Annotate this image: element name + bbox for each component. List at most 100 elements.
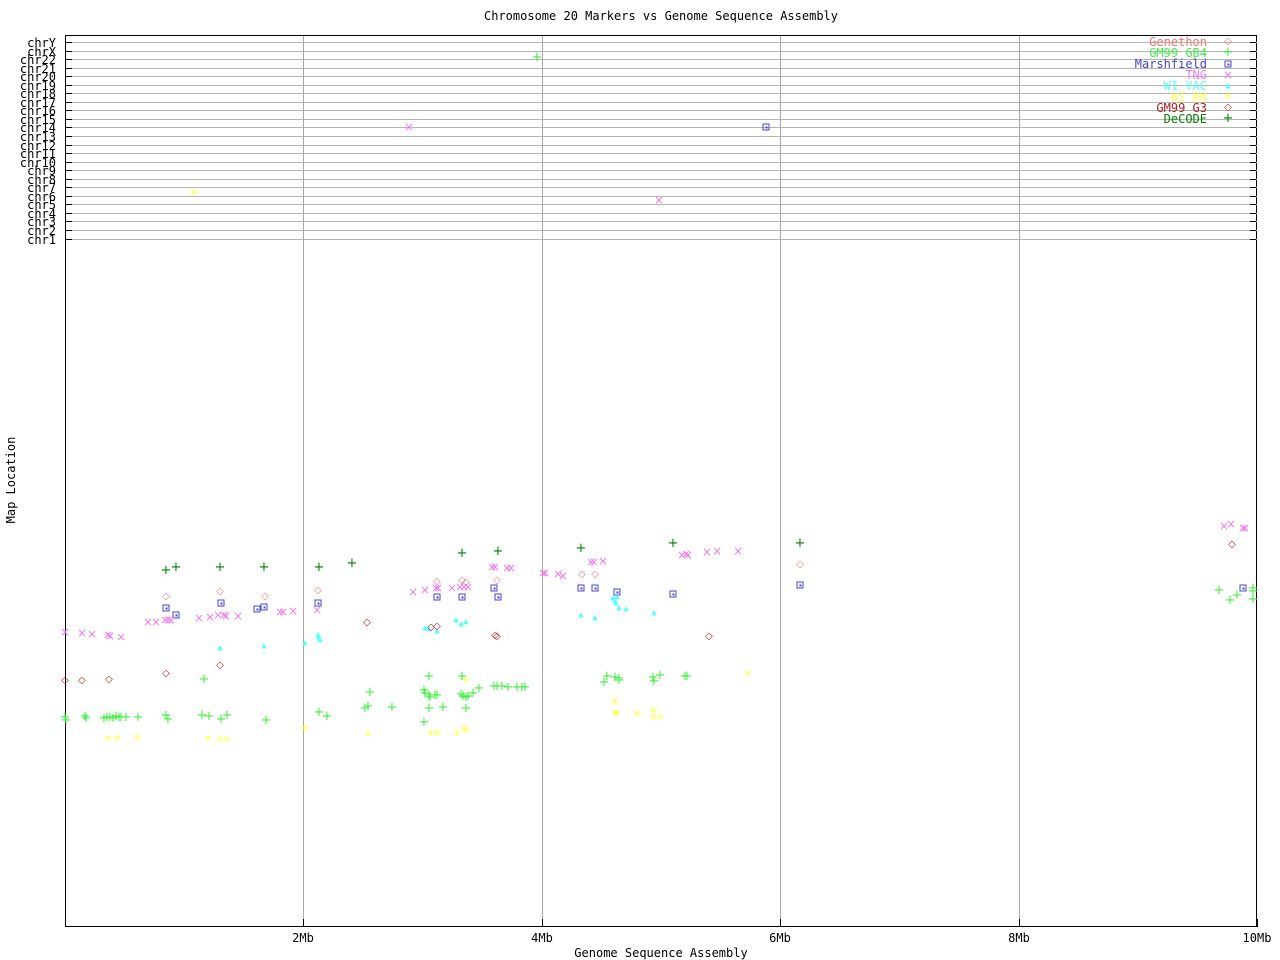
chromosome-label: chr1 <box>27 233 56 247</box>
tng-marker-icon: × <box>1222 67 1234 82</box>
y-axis-tick <box>66 145 72 146</box>
y-axis-tick <box>66 187 72 188</box>
scatter-point-tng: × <box>462 579 474 594</box>
scatter-point-gm99-g3: ◇ <box>705 630 713 642</box>
y-axis-tick <box>66 179 72 180</box>
y-axis-tick <box>66 85 72 86</box>
wi-rh-marker-icon: * <box>1224 89 1232 108</box>
scatter-point-gm99-gb4: + <box>196 708 208 724</box>
y-axis-tick <box>1250 59 1256 60</box>
scatter-point-wi-yac: ▲ <box>302 638 308 647</box>
scatter-point-tng: × <box>446 580 458 595</box>
scatter-point-tng: × <box>407 584 419 599</box>
chromosome-label: chr5 <box>27 198 56 212</box>
scatter-point-decode: + <box>313 560 325 576</box>
x-tick-label: 2Mb <box>292 931 314 945</box>
scatter-point-tng: × <box>432 580 444 595</box>
x-axis-tick <box>303 919 304 927</box>
x-gridline <box>1019 36 1020 926</box>
scatter-point-gm99-gb4: + <box>531 50 543 66</box>
scatter-point-gm99-gb4: + <box>107 711 119 727</box>
chromosome-label: chr19 <box>19 79 56 93</box>
y-axis-tick <box>66 51 72 52</box>
scatter-point-gm99-gb4: + <box>679 669 691 685</box>
scatter-point-marshfield <box>577 584 585 592</box>
scatter-point-marshfield <box>260 603 268 611</box>
legend-label-gm99-g3: GM99 G3 <box>1156 101 1207 115</box>
legend-label-tng: TNG <box>1185 68 1207 82</box>
scatter-point-gm99-gb4: + <box>654 668 666 684</box>
chromosome-gridline <box>66 153 1257 154</box>
y-axis-tick <box>1250 187 1256 188</box>
scatter-point-gm99-gb4: + <box>496 679 508 695</box>
x-axis-title: Genome Sequence Assembly <box>574 946 748 960</box>
scatter-point-wi-rh: * <box>744 666 752 685</box>
scatter-point-decode: + <box>346 556 358 572</box>
scatter-point-wi-rh: * <box>656 710 664 729</box>
scatter-point-gm99-gb4: + <box>488 679 500 695</box>
scatter-point-tng: × <box>311 602 323 617</box>
chromosome-label: chr6 <box>27 190 56 204</box>
scatter-point-gm99-gb4: + <box>613 671 625 687</box>
scatter-point-tng: × <box>557 568 569 583</box>
chromosome-gridline <box>66 170 1257 171</box>
marshfield-marker-icon <box>1224 60 1232 68</box>
scatter-point-tng: × <box>159 612 171 627</box>
scatter-point-tng: × <box>403 119 415 134</box>
chromosome-label: chr4 <box>27 207 56 221</box>
scatter-point-marshfield <box>172 611 180 619</box>
y-axis-tick <box>1250 93 1256 94</box>
chromosome-label: chr18 <box>19 87 56 101</box>
scatter-point-gm99-gb4: + <box>516 680 528 696</box>
y-axis-tick <box>66 119 72 120</box>
chromosome-label: chr3 <box>27 215 56 229</box>
chromosome-label: chr21 <box>19 62 56 76</box>
scatter-point-gm99-gb4: + <box>613 673 625 689</box>
scatter-point-gm99-gb4: + <box>601 669 613 685</box>
scatter-point-gm99-gb4: + <box>198 672 210 688</box>
scatter-point-marshfield <box>490 584 498 592</box>
scatter-point-tng: × <box>220 608 232 623</box>
scatter-point-wi-rh: * <box>633 706 641 725</box>
chromosome-gridline <box>66 196 1257 197</box>
scatter-point-wi-rh: * <box>133 730 141 749</box>
scatter-point-decode: + <box>492 544 504 560</box>
chromosome-gridline <box>66 110 1257 111</box>
scatter-point-wi-yac: ▲ <box>217 643 223 652</box>
chromosome-label: chr13 <box>19 130 56 144</box>
scatter-point-marshfield <box>796 581 804 589</box>
y-axis-tick <box>1250 196 1256 197</box>
scatter-point-tng: × <box>1239 520 1251 535</box>
scatter-point-gm99-gb4: + <box>132 710 144 726</box>
scatter-point-genethon: ◇ <box>462 576 470 588</box>
scatter-point-tng: × <box>232 608 244 623</box>
scatter-point-genethon: ◇ <box>458 574 466 586</box>
scatter-point-tng: × <box>711 543 723 558</box>
scatter-point-wi-yac: ▲ <box>612 596 618 605</box>
scatter-point-wi-rh: * <box>611 694 619 713</box>
scatter-point-gm99-gb4: + <box>455 687 467 703</box>
chromosome-gridline <box>66 230 1257 231</box>
scatter-point-marshfield <box>613 588 621 596</box>
scatter-point-tng: × <box>552 566 564 581</box>
scatter-point-tng: × <box>585 554 597 569</box>
scatter-point-gm99-gb4: + <box>113 710 125 726</box>
chromosome-label: chr7 <box>27 181 56 195</box>
legend-label-marshfield: Marshfield <box>1134 57 1207 71</box>
scatter-point-tng: × <box>212 607 224 622</box>
chromosome-gridline <box>66 162 1257 163</box>
scatter-point-wi-yac: ▲ <box>463 617 469 626</box>
scatter-point-tng: × <box>680 546 692 561</box>
scatter-point-wi-yac: ▲ <box>453 615 459 624</box>
chart-title: Chromosome 20 Markers vs Genome Sequence… <box>483 9 839 23</box>
scatter-point-wi-rh: * <box>611 706 619 725</box>
scatter-point-wi-yac: ▲ <box>315 630 321 639</box>
scatter-point-wi-yac: ▲ <box>458 619 464 628</box>
chromosome-gridline <box>66 213 1257 214</box>
scatter-point-gm99-gb4: + <box>98 711 110 727</box>
scatter-point-tng: × <box>454 579 466 594</box>
scatter-point-gm99-gb4: + <box>423 701 435 717</box>
x-axis-tick <box>542 919 543 927</box>
scatter-point-decode: + <box>214 560 226 576</box>
